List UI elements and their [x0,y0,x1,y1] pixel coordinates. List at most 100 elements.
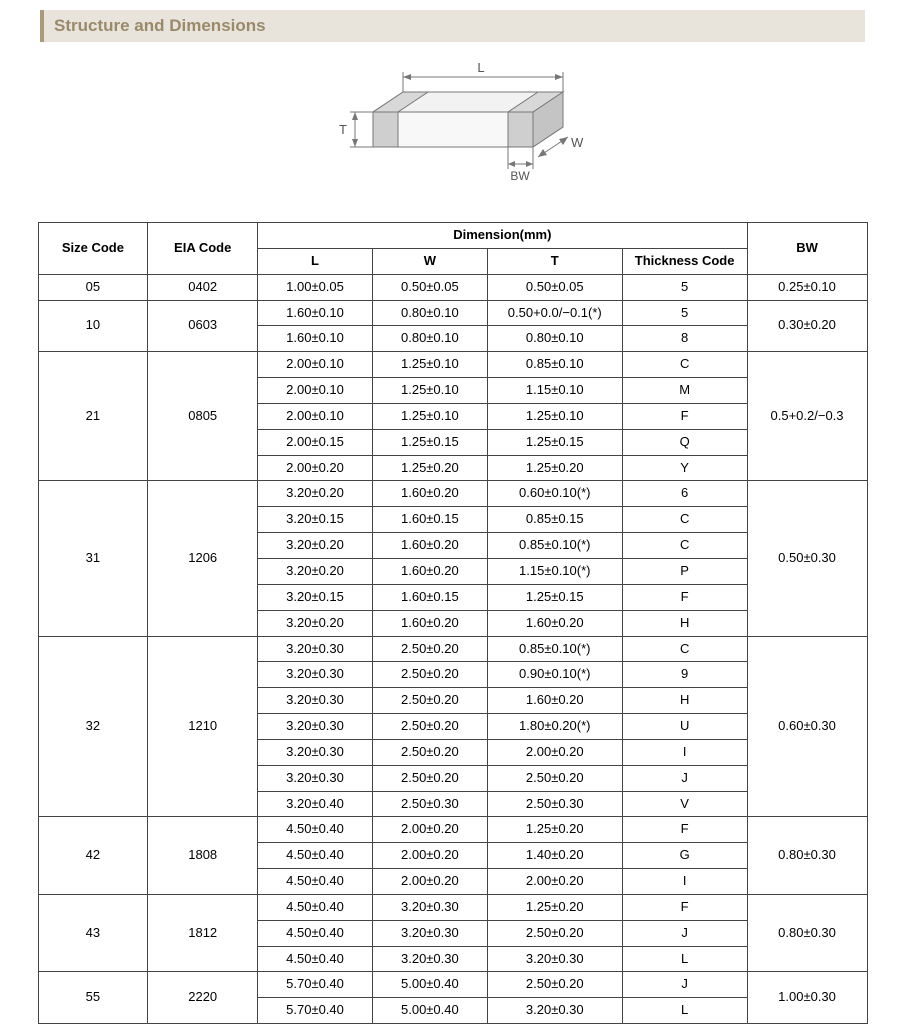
cell-T: 1.60±0.20 [487,688,622,714]
cell-T: 0.85±0.10(*) [487,533,622,559]
cell-size-code: 43 [38,894,148,972]
cell-W: 2.00±0.20 [372,843,487,869]
cell-W: 0.50±0.05 [372,274,487,300]
table-row: 5522205.70±0.405.00±0.402.50±0.20J1.00±0… [38,972,867,998]
th-eia-code: EIA Code [148,223,258,275]
cell-L: 4.50±0.40 [258,894,373,920]
cell-L: 4.50±0.40 [258,946,373,972]
cell-eia-code: 2220 [148,972,258,1024]
cell-thickness-code: I [622,869,747,895]
cell-L: 3.20±0.30 [258,636,373,662]
section-header: Structure and Dimensions [40,10,865,42]
table-header-row-1: Size Code EIA Code Dimension(mm) BW [38,223,867,249]
cell-T: 0.80±0.10 [487,326,622,352]
cell-T: 1.25±0.15 [487,584,622,610]
cell-T: 0.85±0.15 [487,507,622,533]
cell-thickness-code: C [622,636,747,662]
cell-T: 2.00±0.20 [487,869,622,895]
cell-thickness-code: C [622,352,747,378]
cell-L: 1.60±0.10 [258,300,373,326]
cell-L: 2.00±0.10 [258,403,373,429]
cell-W: 2.50±0.20 [372,765,487,791]
cell-eia-code: 1812 [148,894,258,972]
cell-W: 1.25±0.10 [372,378,487,404]
cell-size-code: 55 [38,972,148,1024]
cell-T: 0.50+0.0/−0.1(*) [487,300,622,326]
cell-L: 3.20±0.30 [258,688,373,714]
cell-thickness-code: F [622,403,747,429]
chip-diagram-svg: L T W BW [313,52,593,202]
cell-L: 5.70±0.40 [258,998,373,1024]
cell-T: 0.85±0.10 [487,352,622,378]
cell-thickness-code: F [622,817,747,843]
cell-thickness-code: F [622,584,747,610]
cell-eia-code: 1210 [148,636,258,817]
cell-T: 2.50±0.20 [487,920,622,946]
cell-eia-code: 1206 [148,481,258,636]
cell-W: 3.20±0.30 [372,894,487,920]
cell-thickness-code: H [622,688,747,714]
cell-bw: 0.5+0.2/−0.3 [747,352,867,481]
cell-T: 1.15±0.10(*) [487,558,622,584]
cell-W: 2.50±0.20 [372,688,487,714]
cell-T: 2.50±0.20 [487,972,622,998]
component-diagram: L T W BW [0,52,905,207]
cell-bw: 0.60±0.30 [747,636,867,817]
label-L: L [477,60,484,75]
cell-W: 1.60±0.20 [372,481,487,507]
cell-T: 1.25±0.15 [487,429,622,455]
cell-bw: 0.30±0.20 [747,300,867,352]
cell-T: 1.25±0.20 [487,817,622,843]
cell-L: 3.20±0.15 [258,507,373,533]
cell-W: 3.20±0.30 [372,920,487,946]
cell-thickness-code: 5 [622,274,747,300]
cell-W: 5.00±0.40 [372,998,487,1024]
cell-thickness-code: Q [622,429,747,455]
label-BW: BW [510,169,530,183]
cell-size-code: 10 [38,300,148,352]
table-row: 1006031.60±0.100.80±0.100.50+0.0/−0.1(*)… [38,300,867,326]
cell-thickness-code: U [622,714,747,740]
cell-thickness-code: J [622,765,747,791]
cell-thickness-code: G [622,843,747,869]
cell-W: 3.20±0.30 [372,946,487,972]
cell-T: 0.90±0.10(*) [487,662,622,688]
cell-eia-code: 0402 [148,274,258,300]
cell-T: 1.25±0.20 [487,455,622,481]
cell-L: 1.60±0.10 [258,326,373,352]
cell-W: 1.25±0.15 [372,429,487,455]
th-L: L [258,248,373,274]
cell-W: 2.50±0.20 [372,662,487,688]
cell-W: 2.00±0.20 [372,817,487,843]
cell-W: 1.25±0.10 [372,403,487,429]
cell-L: 3.20±0.30 [258,765,373,791]
cell-W: 1.60±0.20 [372,533,487,559]
th-thickness-code: Thickness Code [622,248,747,274]
cell-T: 2.50±0.30 [487,791,622,817]
cell-W: 1.60±0.15 [372,507,487,533]
cell-L: 4.50±0.40 [258,843,373,869]
cell-T: 1.80±0.20(*) [487,714,622,740]
th-bw: BW [747,223,867,275]
cell-L: 3.20±0.20 [258,558,373,584]
cell-W: 2.50±0.20 [372,714,487,740]
cell-T: 1.15±0.10 [487,378,622,404]
cell-thickness-code: P [622,558,747,584]
cell-L: 3.20±0.40 [258,791,373,817]
cell-L: 3.20±0.15 [258,584,373,610]
cell-W: 0.80±0.10 [372,326,487,352]
cell-bw: 0.50±0.30 [747,481,867,636]
cell-T: 1.40±0.20 [487,843,622,869]
cell-bw: 0.80±0.30 [747,894,867,972]
table-row: 4318124.50±0.403.20±0.301.25±0.20F0.80±0… [38,894,867,920]
cell-thickness-code: M [622,378,747,404]
cell-L: 3.20±0.20 [258,610,373,636]
cell-T: 1.25±0.10 [487,403,622,429]
cell-thickness-code: L [622,998,747,1024]
th-dimension: Dimension(mm) [258,223,747,249]
cell-thickness-code: F [622,894,747,920]
cell-T: 0.50±0.05 [487,274,622,300]
cell-size-code: 42 [38,817,148,895]
cell-W: 1.60±0.20 [372,610,487,636]
cell-L: 3.20±0.30 [258,739,373,765]
